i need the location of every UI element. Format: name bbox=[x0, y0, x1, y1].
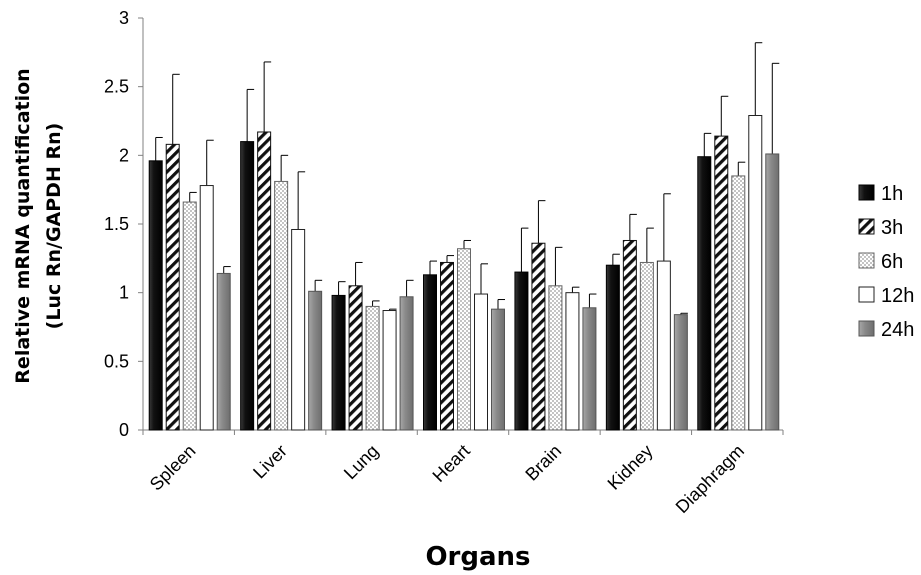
bar bbox=[457, 248, 471, 431]
x-tick-label: Lung bbox=[340, 441, 382, 483]
x-axis-ticks: Spleen Liver Lung Heart Brain Kidney Diaphragm bbox=[142, 430, 784, 517]
x-axis-title: Organs bbox=[425, 542, 530, 572]
x-tick-label: Kidney bbox=[604, 441, 657, 494]
bar bbox=[423, 274, 437, 431]
bar bbox=[165, 143, 180, 431]
bar bbox=[697, 156, 712, 431]
bar bbox=[605, 264, 620, 431]
bar bbox=[274, 180, 289, 431]
legend-swatch bbox=[858, 252, 875, 269]
bar bbox=[748, 115, 763, 431]
bar bbox=[491, 308, 505, 431]
bar bbox=[714, 135, 729, 431]
x-tick-label: Liver bbox=[249, 441, 291, 483]
y-axis-ticks: 0 0.5 1 1.5 2 2.5 3 bbox=[104, 8, 143, 440]
bar bbox=[182, 201, 197, 431]
bar bbox=[240, 141, 255, 431]
legend-label: 1h bbox=[881, 183, 903, 205]
bar bbox=[440, 261, 454, 431]
bar bbox=[257, 131, 272, 431]
bar bbox=[622, 239, 637, 431]
bar bbox=[731, 175, 746, 431]
bar bbox=[291, 228, 306, 431]
legend: 1h 3h 6h 12h 24h bbox=[858, 183, 914, 341]
y-tick-label: 0 bbox=[119, 420, 129, 440]
legend-label: 3h bbox=[881, 217, 903, 239]
x-tick-label: Brain bbox=[521, 441, 565, 485]
legend-label: 24h bbox=[881, 319, 914, 341]
bar bbox=[548, 285, 563, 431]
y-tick-label: 2 bbox=[119, 145, 129, 165]
legend-swatch bbox=[858, 320, 875, 337]
x-tick-label: Diaphragm bbox=[672, 441, 748, 517]
bar bbox=[639, 261, 654, 431]
x-tick-label: Heart bbox=[429, 441, 474, 486]
bar bbox=[765, 153, 780, 431]
legend-label: 12h bbox=[881, 285, 914, 307]
bar bbox=[331, 294, 346, 431]
bar bbox=[673, 314, 688, 431]
legend-swatch bbox=[858, 218, 875, 235]
bars bbox=[148, 42, 780, 431]
bar bbox=[531, 242, 546, 431]
bar bbox=[399, 296, 414, 431]
y-tick-label: 1 bbox=[119, 283, 129, 303]
legend-swatch bbox=[858, 286, 875, 303]
bar bbox=[148, 160, 163, 431]
bar bbox=[216, 272, 231, 431]
bar bbox=[199, 185, 214, 431]
y-axis-title-line2: (Luc Rn/GAPDH Rn) bbox=[43, 123, 65, 330]
y-axis-title-line1: Relative mRNA quantification bbox=[12, 68, 34, 383]
bar bbox=[514, 271, 529, 431]
bar bbox=[474, 293, 488, 431]
y-tick-label: 3 bbox=[119, 8, 129, 28]
y-tick-label: 2.5 bbox=[104, 77, 129, 97]
x-tick-label: Spleen bbox=[146, 441, 200, 495]
y-tick-label: 1.5 bbox=[104, 214, 129, 234]
legend-label: 6h bbox=[881, 251, 903, 273]
bar bbox=[308, 290, 323, 431]
bar bbox=[565, 292, 580, 431]
legend-swatch bbox=[858, 184, 875, 201]
bar bbox=[348, 285, 363, 431]
bar bbox=[365, 305, 380, 431]
bar bbox=[582, 307, 597, 431]
bar bbox=[382, 310, 397, 431]
y-tick-label: 0.5 bbox=[104, 351, 129, 371]
bar bbox=[656, 260, 671, 431]
